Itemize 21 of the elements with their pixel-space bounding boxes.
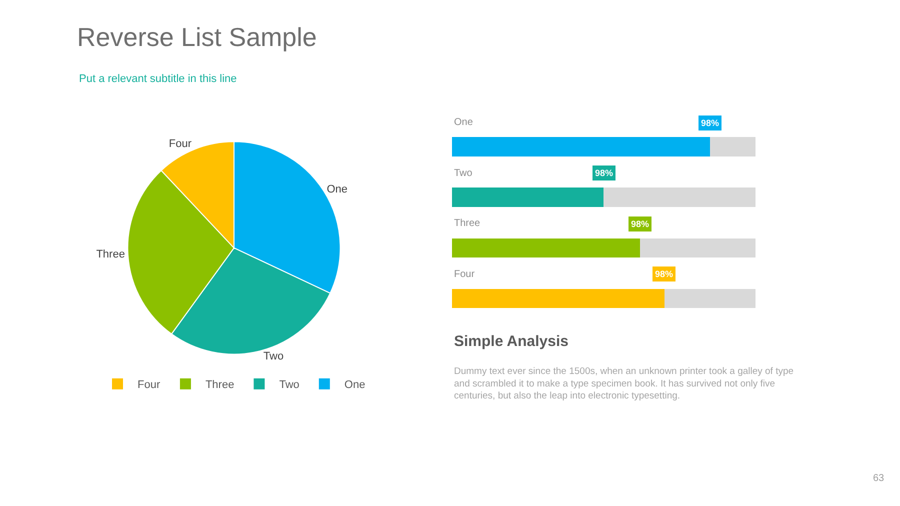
text: Dummy text ever since the 1500s, when an unknown printer took a galley of type and scrambled it to make a type specimen book. It has survived not only five centuries, but also the leap into electronic typesetting. xyxy=(454,366,794,402)
slice-label: One xyxy=(326,183,348,196)
annotation: 98% xyxy=(595,168,614,178)
legend-label: One xyxy=(344,379,366,392)
chart-subtitle: Put a relevant subtitle in this line xyxy=(79,73,237,85)
y-tick-label: Four xyxy=(454,269,476,280)
legend-label: Three xyxy=(205,379,234,392)
y-tick-label: One xyxy=(454,117,474,128)
slice-label: Four xyxy=(168,138,192,150)
annotation: 98% xyxy=(701,118,720,128)
annotation: 98% xyxy=(655,269,674,279)
slice-label: Two xyxy=(263,350,284,362)
legend-label: Four xyxy=(138,379,160,392)
text: 63 xyxy=(873,473,885,484)
slice-label: Three xyxy=(96,248,125,261)
y-tick-label: Two xyxy=(454,168,473,179)
text: Simple Analysis xyxy=(454,333,568,350)
annotation: 98% xyxy=(631,219,650,229)
chart-title: Reverse List Sample xyxy=(77,22,317,52)
y-tick-label: Three xyxy=(454,218,481,229)
legend-label: Two xyxy=(279,379,300,392)
